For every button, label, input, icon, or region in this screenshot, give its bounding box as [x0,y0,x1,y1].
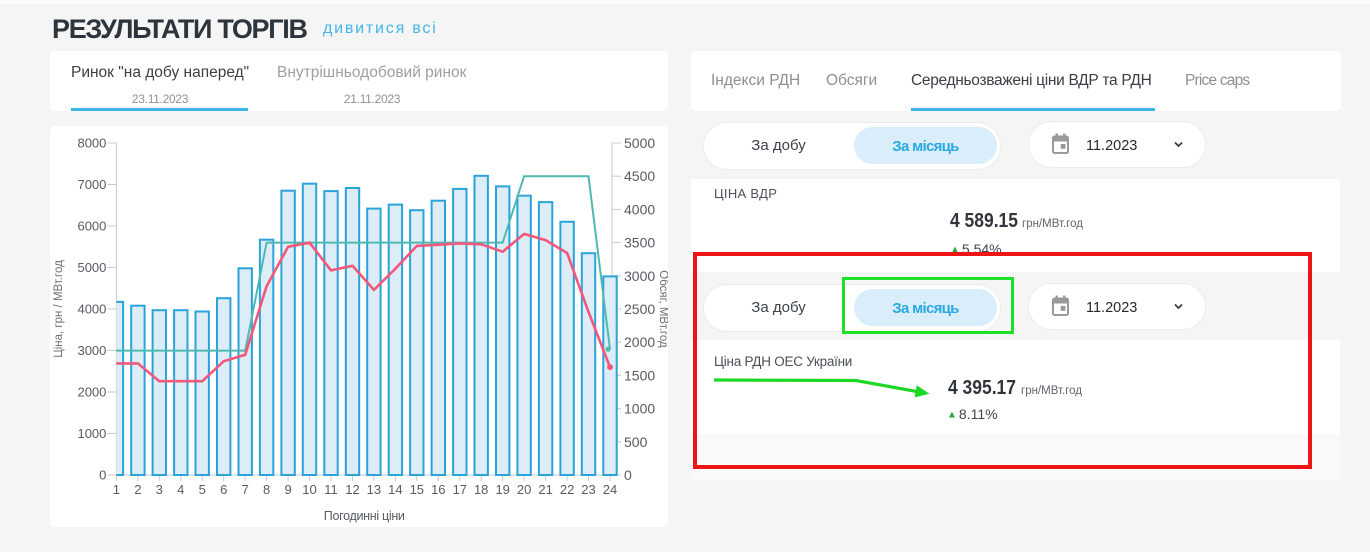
svg-text:4: 4 [177,482,184,497]
svg-text:8000: 8000 [77,136,106,151]
svg-text:3: 3 [156,482,163,497]
svg-text:0: 0 [624,467,632,483]
svg-text:Погодинні ціни: Погодинні ціни [324,509,405,523]
svg-text:1500: 1500 [624,367,655,383]
svg-text:10: 10 [302,482,316,497]
svg-text:2: 2 [134,482,141,497]
svg-text:5000: 5000 [624,135,655,151]
svg-text:1: 1 [113,482,120,497]
svg-text:1000: 1000 [77,426,106,441]
svg-text:5: 5 [199,482,206,497]
svg-text:4000: 4000 [624,201,655,217]
svg-text:11: 11 [324,482,338,497]
svg-text:15: 15 [410,482,424,497]
svg-text:13: 13 [367,482,381,497]
svg-text:22: 22 [560,482,574,497]
svg-text:0: 0 [99,468,106,483]
svg-text:23: 23 [581,482,595,497]
svg-text:1000: 1000 [624,401,655,417]
svg-text:2500: 2500 [624,301,655,317]
svg-text:18: 18 [474,482,488,497]
svg-text:3000: 3000 [624,268,655,284]
svg-text:9: 9 [284,482,291,497]
svg-text:16: 16 [431,482,445,497]
svg-text:4000: 4000 [77,302,106,317]
svg-text:8: 8 [263,482,270,497]
svg-text:20: 20 [517,482,531,497]
svg-text:7: 7 [242,482,249,497]
svg-text:500: 500 [624,434,648,450]
svg-text:2000: 2000 [77,385,106,400]
svg-text:6000: 6000 [77,219,106,234]
svg-text:7000: 7000 [77,177,106,192]
svg-text:4500: 4500 [624,168,655,184]
svg-text:Ціна, грн / МВт.год: Ціна, грн / МВт.год [53,260,65,358]
svg-text:2000: 2000 [624,334,655,350]
svg-text:Обсяг, МВт.год: Обсяг, МВт.год [657,270,668,348]
svg-text:24: 24 [603,482,617,497]
svg-text:17: 17 [453,482,467,497]
svg-text:19: 19 [495,482,509,497]
svg-text:5000: 5000 [77,260,106,275]
svg-text:3500: 3500 [624,235,655,251]
svg-text:6: 6 [220,482,227,497]
svg-text:12: 12 [345,482,359,497]
svg-text:3000: 3000 [77,343,106,358]
svg-text:14: 14 [388,482,402,497]
svg-text:21: 21 [538,482,552,497]
